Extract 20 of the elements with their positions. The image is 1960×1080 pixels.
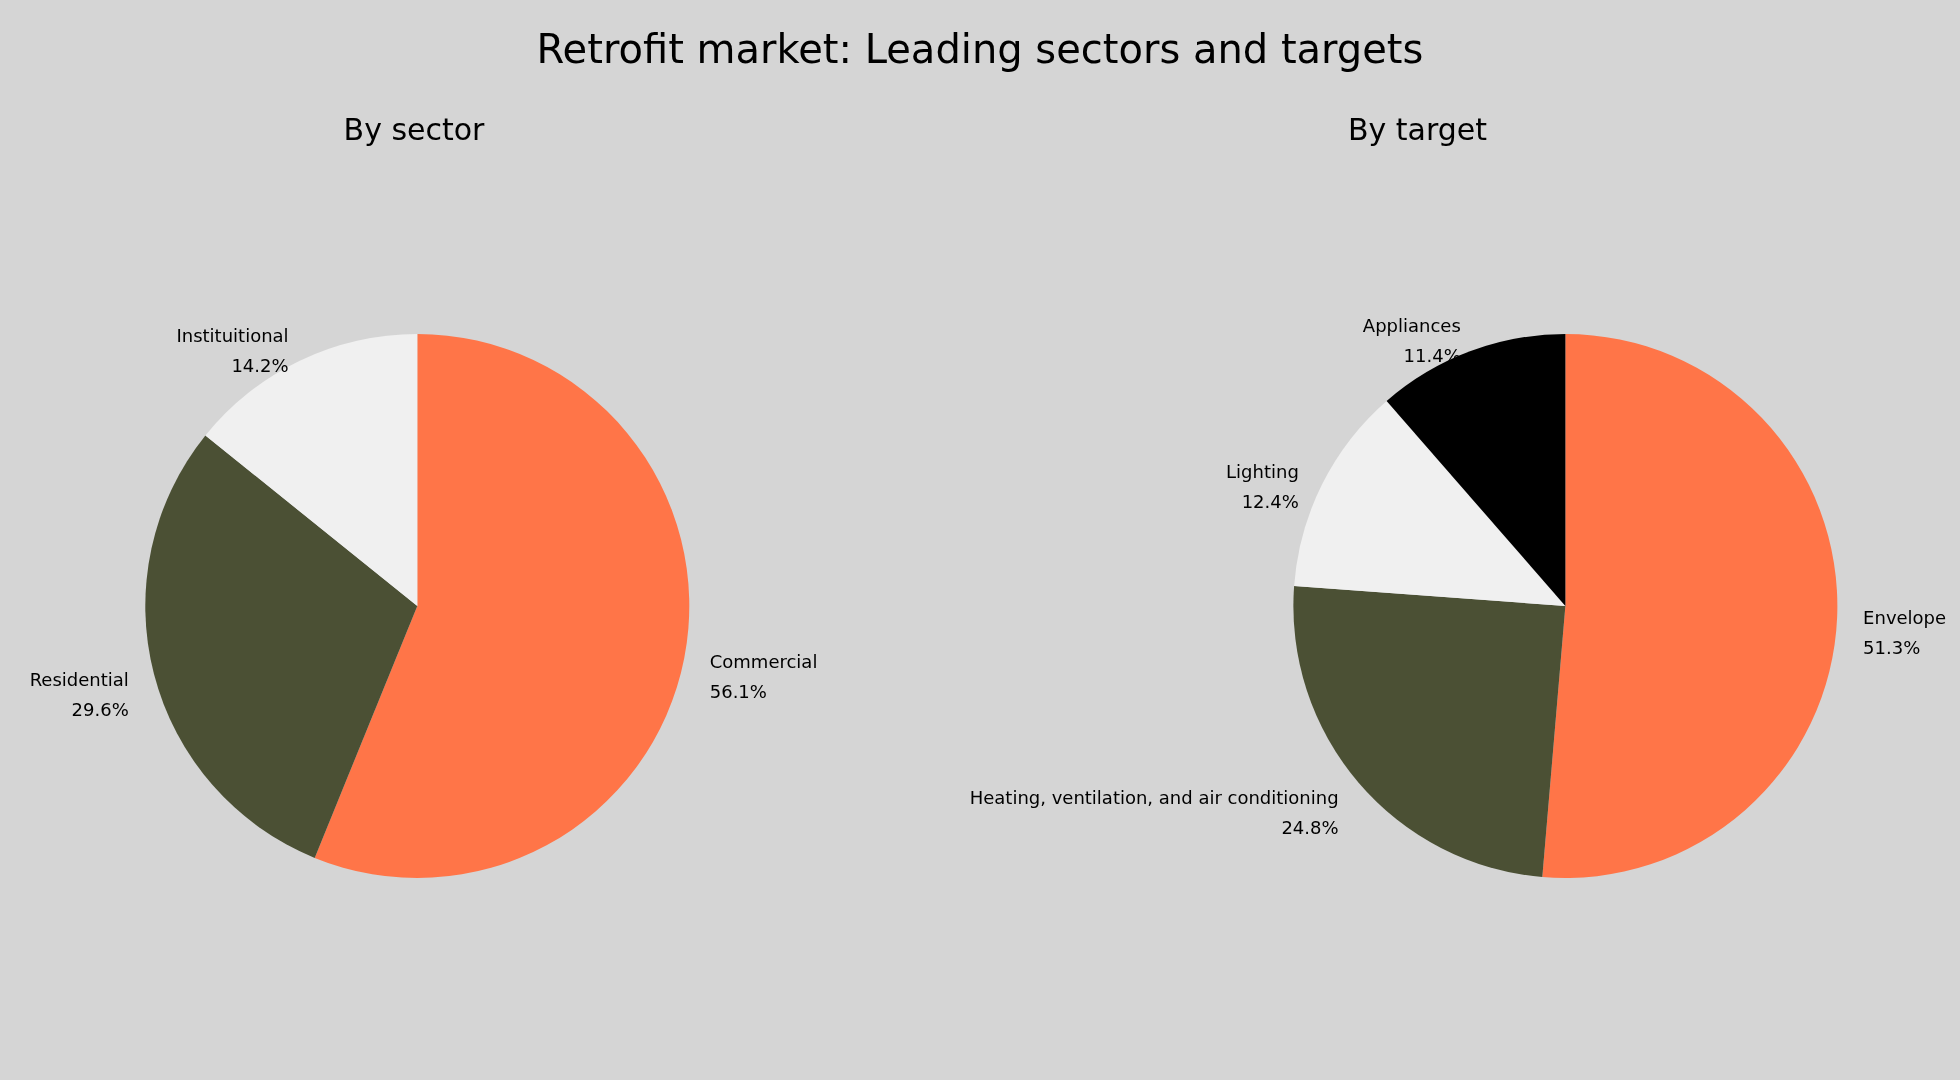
pie-slice xyxy=(1542,334,1838,878)
slice-label: Envelope xyxy=(1863,606,1947,628)
data-label: 51.3% xyxy=(1863,636,1921,658)
data-label: 24.8% xyxy=(1281,817,1339,839)
chart-subtitle: By sector xyxy=(343,112,486,147)
data-label: 14.2% xyxy=(231,355,289,377)
pie-slice xyxy=(1386,334,1566,606)
chart-title: By target xyxy=(1347,112,1488,147)
slice-label: Commercial xyxy=(709,651,818,673)
slice-label: Lighting xyxy=(1226,460,1299,482)
data-label: 56.1% xyxy=(709,681,767,703)
slice-label: Instituitional xyxy=(176,325,289,347)
pie-slice xyxy=(314,334,689,878)
slice-label: Residential xyxy=(29,668,129,690)
text: Retrofit market: Leading sectors and targets xyxy=(535,25,1425,74)
data-label: 29.6% xyxy=(71,698,129,720)
data-label: 12.4% xyxy=(1241,490,1299,512)
slice-label: Appliances xyxy=(1362,314,1461,336)
pie-slice xyxy=(145,435,418,858)
slice-label: Heating, ventilation, and air conditioning xyxy=(969,787,1339,809)
